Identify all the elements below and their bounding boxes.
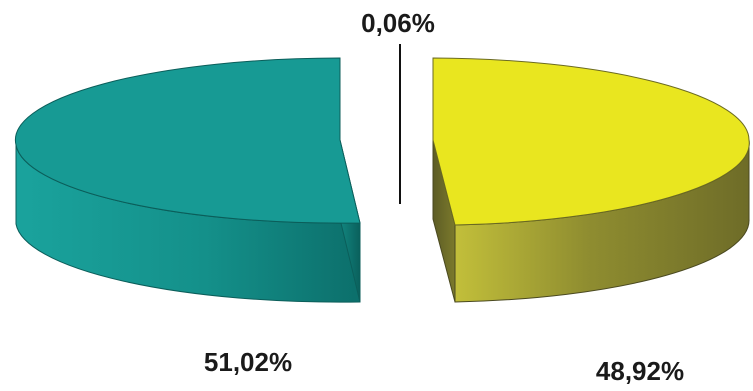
pie-slice-teal-top <box>14 57 361 224</box>
slice-label-teal: 51,02% <box>204 347 292 377</box>
slice-label-tiny: 0,06% <box>361 8 435 38</box>
pie-slice-teal <box>14 57 361 303</box>
slice-label-yellow: 48,92% <box>596 356 684 386</box>
pie-slice-yellow-top <box>432 57 750 226</box>
pie-slice-yellow <box>432 57 750 303</box>
